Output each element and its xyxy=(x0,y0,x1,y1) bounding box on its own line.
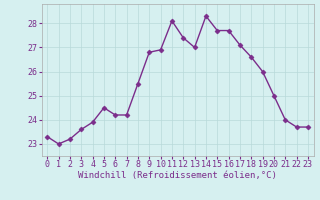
X-axis label: Windchill (Refroidissement éolien,°C): Windchill (Refroidissement éolien,°C) xyxy=(78,171,277,180)
